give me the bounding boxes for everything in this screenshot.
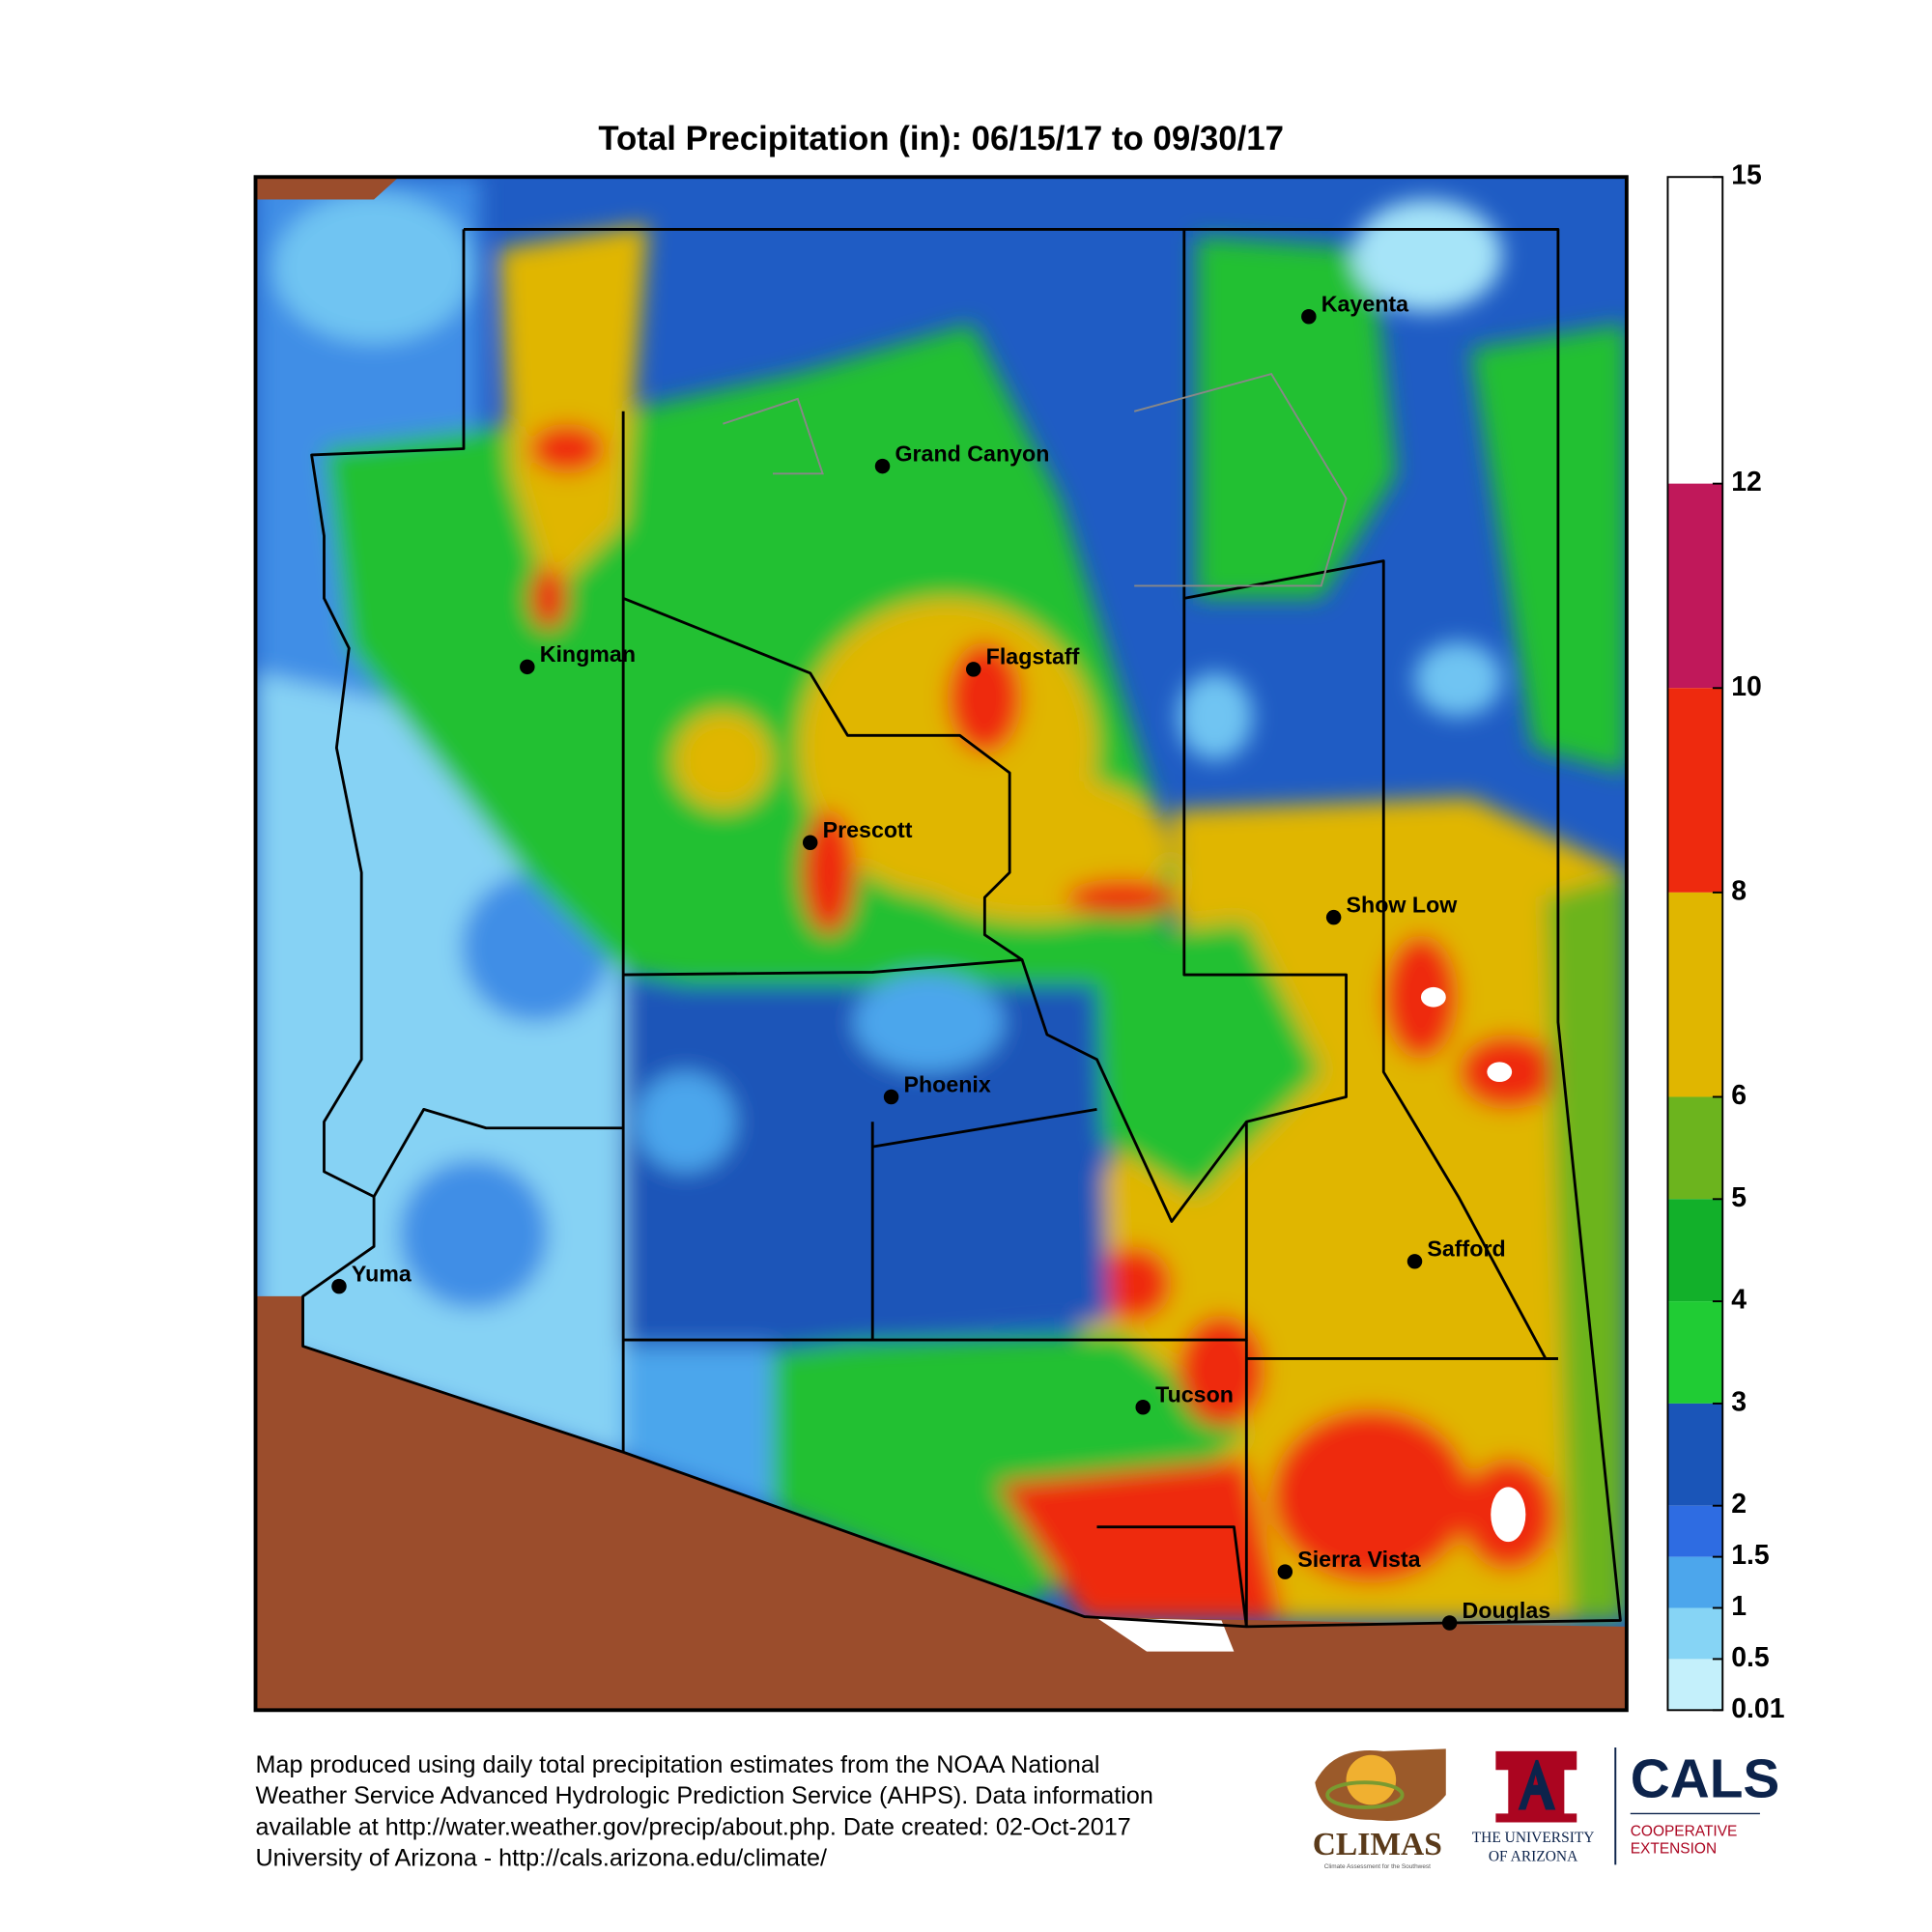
city-dot <box>1406 1254 1423 1269</box>
city-dot <box>520 659 535 675</box>
ua-logo: THE UNIVERSITY OF ARIZONA <box>1472 1750 1595 1864</box>
city-label: Show Low <box>1347 893 1459 918</box>
city-label: Phoenix <box>903 1071 990 1096</box>
legend-band <box>1667 1659 1723 1711</box>
legend-tick-label: 10 <box>1731 671 1762 702</box>
map-title: Total Precipitation (in): 06/15/17 to 09… <box>598 120 1284 157</box>
ua-line: THE UNIVERSITY <box>1472 1830 1595 1846</box>
county-lines <box>301 228 1622 1629</box>
legend-tick-label: 2 <box>1731 1489 1747 1520</box>
climas-logo: CLIMAS Climate Assessment for the Southw… <box>1313 1748 1446 1870</box>
legend-tick-label: 8 <box>1731 875 1747 906</box>
city-label: Douglas <box>1463 1598 1551 1623</box>
city-label: Kayenta <box>1321 292 1409 317</box>
city-dot <box>966 662 981 677</box>
legend-band <box>1667 1403 1723 1506</box>
color-legend: 15 12 10 8 6 5 4 3 2 1.5 1 0.5 0.01 <box>1666 160 1784 1724</box>
city-label: Sierra Vista <box>1297 1547 1421 1572</box>
legend-tick-label: 0.5 <box>1731 1642 1769 1673</box>
legend-frame <box>1666 176 1724 1712</box>
cals-logo: CALS COOPERATIVE EXTENSION <box>1630 1749 1780 1858</box>
legend-tick-label: 5 <box>1731 1182 1747 1213</box>
legend-band <box>1667 892 1723 1097</box>
legend-band <box>1667 1607 1723 1660</box>
footer-line: available at http://water.weather.gov/pr… <box>256 1813 1131 1840</box>
footer-line: University of Arizona - http://cals.ariz… <box>256 1845 827 1872</box>
cals-name: CALS <box>1631 1749 1780 1810</box>
map-frame <box>253 175 1629 1713</box>
city-label: Yuma <box>352 1261 412 1286</box>
footer-line: Weather Service Advanced Hydrologic Pred… <box>256 1782 1153 1809</box>
legend-tick-label: 1.5 <box>1731 1540 1769 1571</box>
footer: Map produced using daily total precipita… <box>256 1751 1153 1872</box>
city-dot <box>802 835 818 850</box>
legend-band <box>1667 483 1723 689</box>
legend-tick-label: 1 <box>1731 1591 1747 1622</box>
city-layer: Kayenta Grand Canyon Kingman Flagstaff Presc… <box>331 292 1550 1631</box>
legend-tick-label: 3 <box>1731 1386 1747 1417</box>
city-dot <box>1135 1400 1151 1415</box>
city-dot <box>1301 309 1317 325</box>
city-dot <box>1277 1564 1293 1579</box>
legend-band <box>1667 688 1723 893</box>
climas-subtitle: Climate Assessment for the Southwest <box>1324 1863 1431 1870</box>
city-label: Kingman <box>540 641 636 667</box>
legend-band <box>1667 1556 1723 1608</box>
legend-tick-label: 0.01 <box>1731 1693 1784 1724</box>
city-label: Flagstaff <box>986 644 1080 669</box>
legend-band <box>1667 1096 1723 1200</box>
city-label: Tucson <box>1155 1382 1234 1407</box>
city-label: Grand Canyon <box>895 440 1049 466</box>
city-label: Safford <box>1427 1236 1505 1262</box>
footer-line: Map produced using daily total precipita… <box>256 1751 1100 1778</box>
legend-tick-label: 4 <box>1731 1285 1747 1316</box>
legend-band <box>1667 1199 1723 1302</box>
legend-band <box>1667 1505 1723 1557</box>
legend-band <box>1667 177 1723 484</box>
city-dot <box>1325 909 1342 925</box>
city-dot <box>1441 1615 1458 1631</box>
legend-band <box>1667 1301 1723 1404</box>
city-dot <box>874 458 891 474</box>
cals-line: COOPERATIVE <box>1631 1824 1738 1840</box>
precip-raster <box>255 177 1627 1711</box>
city-dot <box>883 1089 899 1105</box>
cals-line: EXTENSION <box>1631 1841 1717 1858</box>
city-dot <box>331 1278 347 1294</box>
legend-tick-label: 6 <box>1731 1080 1747 1111</box>
legend-tick-label: 15 <box>1731 160 1762 191</box>
city-label: Prescott <box>823 817 913 842</box>
ua-line: OF ARIZONA <box>1489 1848 1578 1864</box>
climas-name: CLIMAS <box>1313 1827 1442 1862</box>
legend-tick-label: 12 <box>1731 467 1762 497</box>
